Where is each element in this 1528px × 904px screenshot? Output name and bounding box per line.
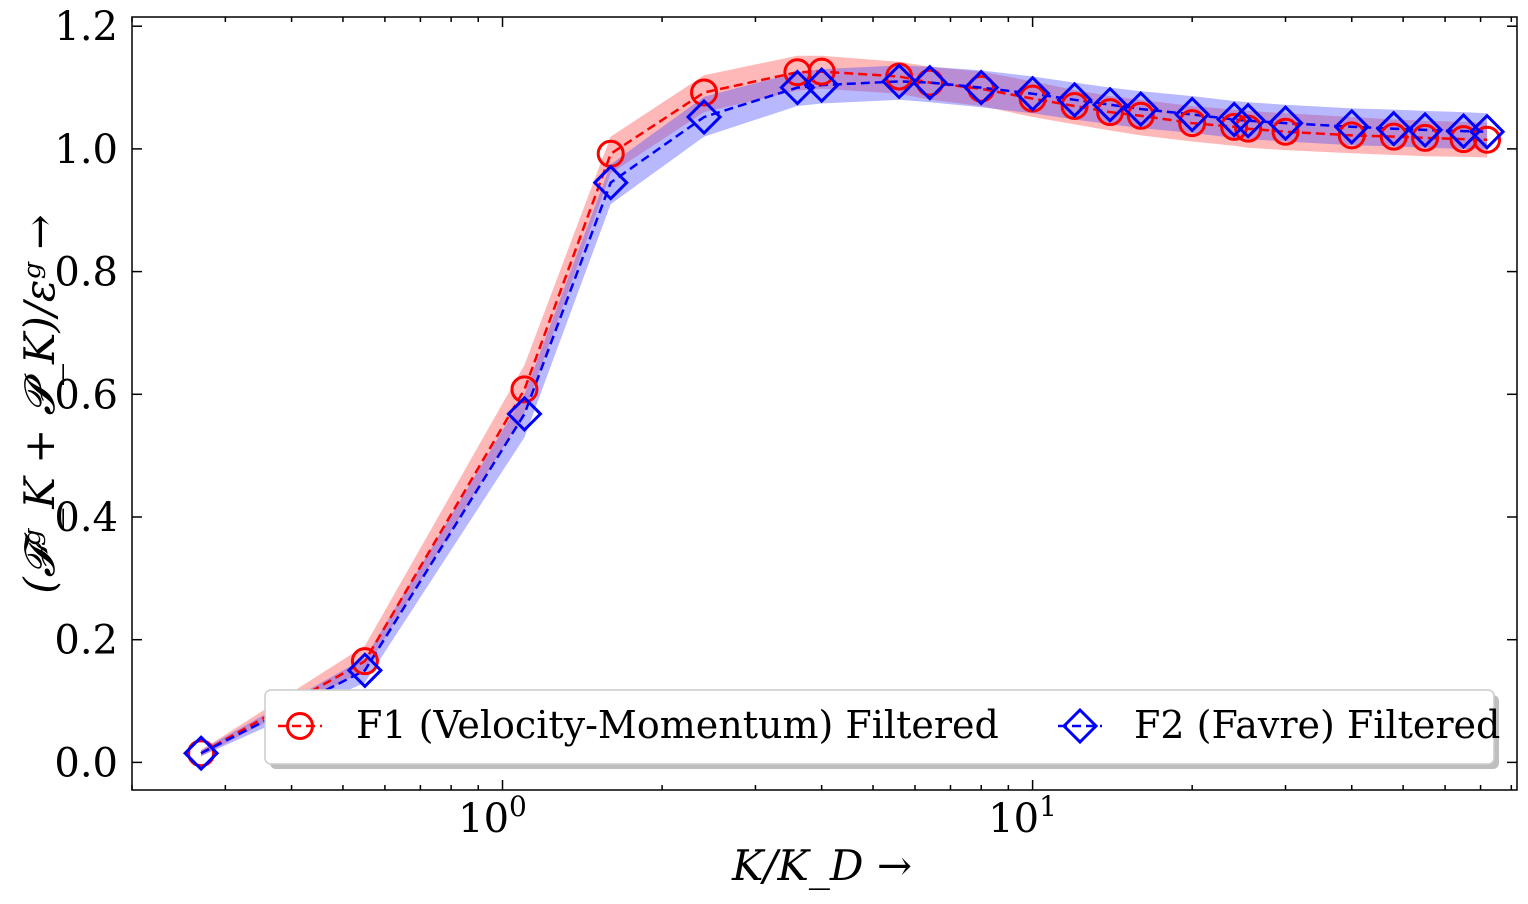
marker-f2-point xyxy=(1216,101,1253,138)
marker-f2-point xyxy=(1174,96,1211,133)
marker-f1-point xyxy=(1473,125,1502,154)
marker-f1-point xyxy=(807,57,836,86)
y-tick-label: 0.0 xyxy=(54,740,118,786)
marker-f1-point xyxy=(350,647,379,676)
y-tick-label: 0.6 xyxy=(54,372,118,418)
marker-f2-point xyxy=(1375,110,1412,147)
y-tick-label: 0.2 xyxy=(54,618,118,664)
marker-f1-point xyxy=(1126,101,1155,130)
y-axis-label: (𝓕ᵍ_K + 𝓟_K)/εᵍ → xyxy=(15,214,64,594)
marker-f1-point xyxy=(1220,112,1249,141)
marker-f2-point xyxy=(506,395,543,433)
marker-f1-point xyxy=(690,78,719,107)
marker-f2-point xyxy=(1122,90,1159,128)
marker-f2-point xyxy=(1014,75,1051,112)
marker-f2-point xyxy=(592,164,629,201)
y-tick-label: 0.4 xyxy=(54,495,118,541)
y-axis-ticks: 0.0 0.2 0.4 0.6 0.8 1.0 1.2 xyxy=(54,4,1517,786)
legend-label-f1: F1 (Velocity-Momentum) Filtered xyxy=(356,703,999,747)
legend-marker-diamond xyxy=(1061,707,1099,745)
marker-f1-point xyxy=(1271,117,1300,146)
x-axis-label: K/K_D → xyxy=(731,841,912,890)
y-tick-label: 1.2 xyxy=(54,4,118,50)
marker-f2-point xyxy=(1445,112,1482,150)
marker-f2-point xyxy=(880,63,918,100)
marker-f2-point xyxy=(911,64,948,101)
marker-f2-point xyxy=(1267,105,1304,142)
marker-f2-point xyxy=(182,735,220,772)
marker-f2-point xyxy=(1406,111,1444,149)
marker-f1-point xyxy=(1379,122,1408,151)
marker-f2-point xyxy=(1091,86,1129,123)
marker-f1-point xyxy=(967,74,996,103)
series-markers xyxy=(182,57,1506,772)
x-axis-ticks: 100 101 xyxy=(131,17,1513,842)
legend: F1 (Velocity-Momentum) Filtered F2 (Favr… xyxy=(264,689,1500,769)
marker-f1-point xyxy=(915,68,944,97)
marker-f2-point xyxy=(1468,113,1506,150)
marker-f1-point xyxy=(1411,123,1440,152)
marker-f1-point xyxy=(1096,98,1125,127)
legend-box xyxy=(264,689,1495,765)
marker-f1-point xyxy=(1060,91,1089,120)
x-tick-label: 100 xyxy=(458,790,527,842)
y-tick-label: 1.0 xyxy=(54,127,118,173)
marker-f2-point xyxy=(685,98,723,136)
plot-frame xyxy=(131,16,1518,791)
marker-f2-point xyxy=(803,66,840,104)
marker-f2-point xyxy=(963,69,1000,106)
marker-f2-point xyxy=(1333,108,1370,145)
legend-label-f2: F2 (Favre) Filtered xyxy=(1134,703,1500,747)
marker-f1-point xyxy=(510,375,539,404)
legend-entries xyxy=(278,707,1102,745)
y-tick-label: 0.8 xyxy=(54,250,118,296)
marker-f2-point xyxy=(1229,102,1267,139)
marker-f1-point xyxy=(1337,121,1366,150)
marker-f1-point xyxy=(1178,109,1207,138)
marker-f1-point xyxy=(187,739,216,768)
marker-f2-point xyxy=(346,652,384,689)
legend-marker-circle xyxy=(286,712,314,740)
x-tick-label: 101 xyxy=(988,790,1057,842)
marker-f2-point xyxy=(1056,81,1093,118)
